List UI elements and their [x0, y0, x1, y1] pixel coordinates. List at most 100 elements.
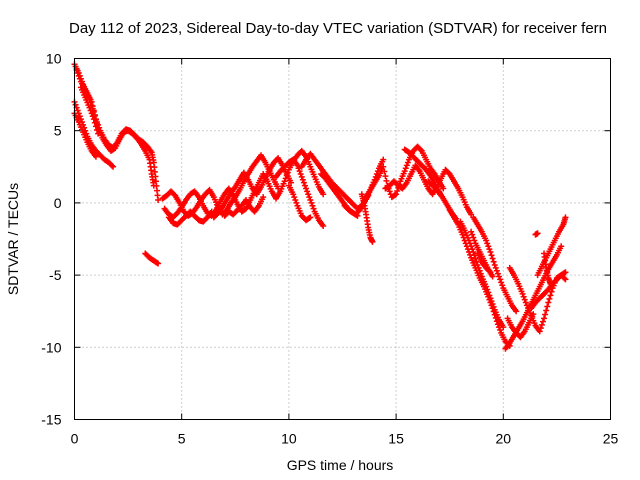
data-point-marker	[483, 237, 490, 244]
data-point-marker	[471, 237, 478, 244]
data-point-marker	[546, 295, 553, 302]
data-point-marker	[86, 95, 93, 102]
data-point-marker	[520, 293, 527, 300]
y-tick-label: 5	[54, 123, 62, 139]
data-point-marker	[487, 248, 494, 255]
data-point-marker	[519, 290, 526, 297]
data-point-marker	[440, 185, 447, 192]
data-point-marker	[483, 283, 490, 290]
x-axis-title: GPS time / hours	[287, 457, 394, 473]
chart-title: Day 112 of 2023, Sidereal Day-to-day VTE…	[69, 20, 607, 37]
data-point-marker	[295, 165, 302, 172]
data-point-marker	[492, 264, 499, 271]
data-point-marker	[544, 303, 551, 310]
y-tick-label: -10	[41, 339, 61, 355]
data-point-marker	[382, 173, 389, 180]
data-point-marker	[558, 243, 565, 250]
data-point-marker	[496, 273, 503, 280]
data-point-marker	[300, 179, 307, 186]
data-point-marker	[513, 308, 520, 315]
data-point-marker	[468, 228, 475, 235]
data-point-marker	[298, 173, 305, 180]
data-point-marker	[72, 101, 79, 108]
data-point-marker	[469, 246, 476, 253]
data-point-marker	[260, 194, 267, 201]
data-point-marker	[380, 156, 387, 163]
grid	[74, 58, 611, 420]
data-point-marker	[74, 107, 81, 114]
data-point-marker	[488, 252, 495, 259]
data-point-marker	[467, 240, 474, 247]
data-point-marker	[95, 130, 102, 137]
data-point-marker	[383, 177, 390, 184]
data-point-marker	[491, 261, 498, 268]
data-point-marker	[484, 286, 491, 293]
data-point-marker	[92, 153, 99, 160]
data-point-marker	[485, 289, 492, 296]
axis-ticks	[74, 58, 611, 420]
data-point-marker	[499, 282, 506, 289]
data-point-marker	[291, 194, 298, 201]
data-point-marker	[307, 214, 314, 221]
data-point-marker	[402, 165, 409, 172]
data-point-marker	[486, 268, 493, 275]
data-point-marker	[94, 126, 101, 133]
data-point-marker	[354, 212, 361, 219]
data-point-marker	[394, 187, 401, 194]
data-point-marker	[474, 261, 481, 268]
y-tick-label: -5	[49, 267, 62, 283]
data-point-marker	[562, 276, 569, 283]
data-point-marker	[542, 311, 549, 318]
data-point-marker	[381, 168, 388, 175]
data-point-marker	[88, 110, 95, 117]
data-point-marker	[489, 255, 496, 262]
data-point-marker	[469, 231, 476, 238]
data-point-marker	[89, 113, 96, 120]
x-tick-label: 25	[603, 431, 619, 447]
data-point-marker	[208, 208, 215, 215]
x-tick-label: 20	[496, 431, 512, 447]
data-point-marker	[155, 197, 162, 204]
data-point-marker	[468, 243, 475, 250]
data-point-marker	[494, 270, 501, 277]
x-tick-label: 0	[71, 431, 79, 447]
data-point-marker	[155, 260, 162, 267]
data-point-marker	[305, 191, 312, 198]
data-point-marker	[547, 280, 554, 287]
data-point-marker	[438, 192, 445, 199]
data-point-marker	[75, 72, 82, 79]
data-point-marker	[473, 258, 480, 265]
x-tick-label: 15	[388, 431, 404, 447]
data-point-marker	[497, 326, 504, 333]
y-tick-label: 0	[54, 195, 62, 211]
data-point-marker	[292, 197, 299, 204]
data-point-marker	[297, 171, 304, 178]
data-point-marker	[306, 194, 313, 201]
y-tick-label: 10	[46, 51, 62, 67]
data-point-marker	[485, 243, 492, 250]
data-point-marker	[76, 75, 83, 82]
data-point-marker	[475, 264, 482, 271]
data-point-marker	[521, 296, 528, 303]
data-point-marker	[92, 123, 99, 130]
data-point-marker	[87, 107, 94, 114]
data-point-marker	[487, 269, 494, 276]
data-point-marker	[561, 275, 568, 282]
data-point-marker	[487, 295, 494, 302]
data-point-marker	[488, 298, 495, 305]
data-point-marker	[86, 104, 93, 111]
data-point-marker	[380, 163, 387, 170]
data-point-marker	[493, 267, 500, 274]
data-point-marker	[486, 292, 493, 299]
data-point-marker	[403, 162, 410, 169]
data-point-marker	[489, 300, 496, 307]
data-point-marker	[150, 182, 157, 189]
data-point-marker	[562, 214, 569, 221]
data-point-marker	[320, 223, 327, 230]
data-point-marker	[470, 234, 477, 241]
data-point-marker	[534, 230, 541, 237]
data-point-marker	[404, 159, 411, 166]
data-point-marker	[290, 191, 297, 198]
data-point-marker	[489, 273, 496, 280]
